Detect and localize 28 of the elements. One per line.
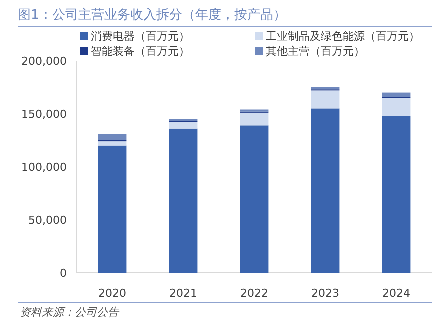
bar <box>311 90 340 109</box>
bar <box>382 92 411 98</box>
y-tick-label: 150,000 <box>22 108 67 121</box>
y-tick-label: 100,000 <box>22 161 67 174</box>
x-tick-label: 2022 <box>240 287 268 300</box>
legend-label: 工业制品及绿色能源（百万元） <box>266 30 420 43</box>
bar <box>382 116 411 273</box>
bar <box>98 134 127 140</box>
text: 资料来源：公司公告 <box>20 306 120 319</box>
bar <box>311 108 340 273</box>
bar <box>240 126 269 273</box>
y-tick-label: 50,000 <box>28 214 67 227</box>
x-tick-label: 2024 <box>382 287 410 300</box>
x-tick-label: 2021 <box>170 287 198 300</box>
bar <box>98 142 127 146</box>
y-tick-label: 0 <box>60 267 67 280</box>
legend-label: 智能装备（百万元） <box>91 45 190 58</box>
bar <box>169 122 198 129</box>
bar <box>240 112 269 126</box>
legend-label: 其他主营（百万元） <box>266 45 365 58</box>
chart-title: 图1：公司主营业务收入拆分（年度，按产品） <box>18 7 286 23</box>
y-tick-label: 200,000 <box>22 55 67 68</box>
bar <box>382 98 411 116</box>
bar <box>98 146 127 273</box>
legend-label: 消费电器（百万元） <box>91 30 190 43</box>
x-tick-label: 2023 <box>312 287 340 300</box>
bar <box>169 128 198 273</box>
x-tick-label: 2020 <box>98 287 126 300</box>
